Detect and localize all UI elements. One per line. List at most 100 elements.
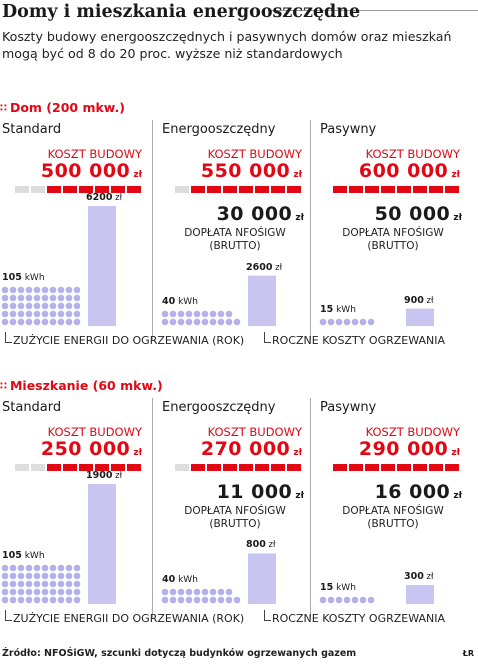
column-header-1-0: Standard (2, 400, 62, 415)
energy-dot (193, 588, 201, 596)
energy-dot (41, 580, 49, 588)
column-header-0-0: Standard (2, 122, 62, 137)
energy-dot (177, 310, 185, 318)
energy-number: 40 (162, 574, 176, 585)
energy-dot (65, 564, 73, 572)
energy-dot (177, 318, 185, 326)
subsidy-label: DOPŁATA NFOŚIGW (BRUTTO) (184, 505, 286, 530)
subsidy-value-unit: zł (292, 491, 304, 501)
cost-strip-segment (445, 464, 459, 471)
cost-label: KOSZT BUDOWY (365, 147, 460, 161)
energy-dot (25, 318, 33, 326)
energy-dot (57, 588, 65, 596)
energy-dot (185, 310, 193, 318)
energy-dot (49, 564, 57, 572)
energy-dot (177, 588, 185, 596)
heating-cost-value: 6200 zł (86, 192, 122, 203)
heating-cost-unit: zł (423, 295, 434, 306)
cost-value-number: 270 000 (200, 438, 291, 460)
energy-dot (201, 588, 209, 596)
energy-dot (185, 318, 193, 326)
heating-cost-number: 6200 (86, 192, 113, 203)
heating-cost-value: 900 zł (404, 295, 433, 306)
energy-dot (225, 588, 233, 596)
column-header-0-2: Pasywny (320, 122, 377, 137)
cost-strip-segment (63, 186, 77, 193)
energy-dot (17, 318, 25, 326)
energy-dot (335, 596, 343, 604)
heating-cost-number: 1900 (86, 470, 113, 481)
energy-dot (201, 318, 209, 326)
energy-dot (17, 580, 25, 588)
heating-cost-bar (88, 206, 116, 326)
energy-unit: kWh (333, 583, 356, 593)
cost-value: 250 000 zł (2, 438, 142, 460)
energy-dot (33, 588, 41, 596)
energy-dot (9, 580, 17, 588)
energy-dot (57, 572, 65, 580)
energy-dot (65, 302, 73, 310)
cost-value: 290 000 zł (320, 438, 460, 460)
section-title-1: ∷ Mieszkanie (60 mkw.) (0, 378, 163, 393)
energy-dot (201, 310, 209, 318)
energy-dot (49, 572, 57, 580)
source-note: Źródło: NFOŚiGW, szcunki dotyczą budynkó… (2, 648, 357, 659)
cost-label: KOSZT BUDOWY (207, 147, 302, 161)
energy-dot (9, 564, 17, 572)
energy-dot (185, 588, 193, 596)
cost-strip-segment (63, 464, 77, 471)
energy-dot (17, 310, 25, 318)
energy-dot (25, 286, 33, 294)
energy-number: 15 (320, 304, 334, 315)
energy-dot (33, 318, 41, 326)
energy-dot (73, 294, 81, 302)
energy-dot (193, 318, 201, 326)
cost-strip-segment (429, 464, 443, 471)
heating-cost-unit: zł (112, 193, 123, 203)
cost-strip-segment (191, 186, 205, 193)
chart-subtitle: Koszty budowy energooszczędnych i pasywn… (2, 29, 452, 61)
cost-value-number: 600 000 (358, 160, 449, 182)
legend-leader-cost (264, 610, 271, 621)
energy-dot (225, 310, 233, 318)
cost-value-unit: zł (448, 448, 460, 458)
cost-strip-segment (223, 464, 237, 471)
energy-dot (65, 318, 73, 326)
subsidy-value-number: 50 000 (374, 203, 451, 225)
energy-value: 105 kWh (2, 550, 45, 561)
energy-dot (57, 310, 65, 318)
energy-dot (1, 310, 9, 318)
energy-dot (73, 318, 81, 326)
energy-dot (73, 572, 81, 580)
heating-cost-bar (248, 275, 276, 326)
energy-dot (1, 286, 9, 294)
energy-dot (49, 302, 57, 310)
cost-strip-segment (413, 464, 427, 471)
energy-dot (65, 572, 73, 580)
energy-dot (57, 564, 65, 572)
energy-dot (73, 310, 81, 318)
energy-dot (25, 310, 33, 318)
energy-dot (161, 318, 169, 326)
energy-dot (193, 310, 201, 318)
energy-dot (41, 588, 49, 596)
cost-value-unit: zł (130, 170, 142, 180)
energy-dot (17, 572, 25, 580)
heating-cost-bar (406, 585, 434, 604)
energy-dot (57, 596, 65, 604)
energy-dot (17, 302, 25, 310)
heating-cost-number: 900 (404, 294, 424, 306)
heating-cost-number: 300 (404, 571, 424, 583)
energy-dot (73, 588, 81, 596)
cost-strip-segment (31, 464, 45, 471)
cost-strip-segment (95, 186, 109, 193)
energy-dot (1, 294, 9, 302)
heating-cost-value: 800 zł (246, 539, 275, 550)
energy-dot (49, 318, 57, 326)
energy-dot (25, 588, 33, 596)
cost-strip-segment (175, 186, 189, 193)
heating-cost-unit: zł (265, 540, 276, 551)
energy-dot (209, 588, 217, 596)
legend-leader-energy (5, 610, 12, 621)
energy-dot (57, 294, 65, 302)
